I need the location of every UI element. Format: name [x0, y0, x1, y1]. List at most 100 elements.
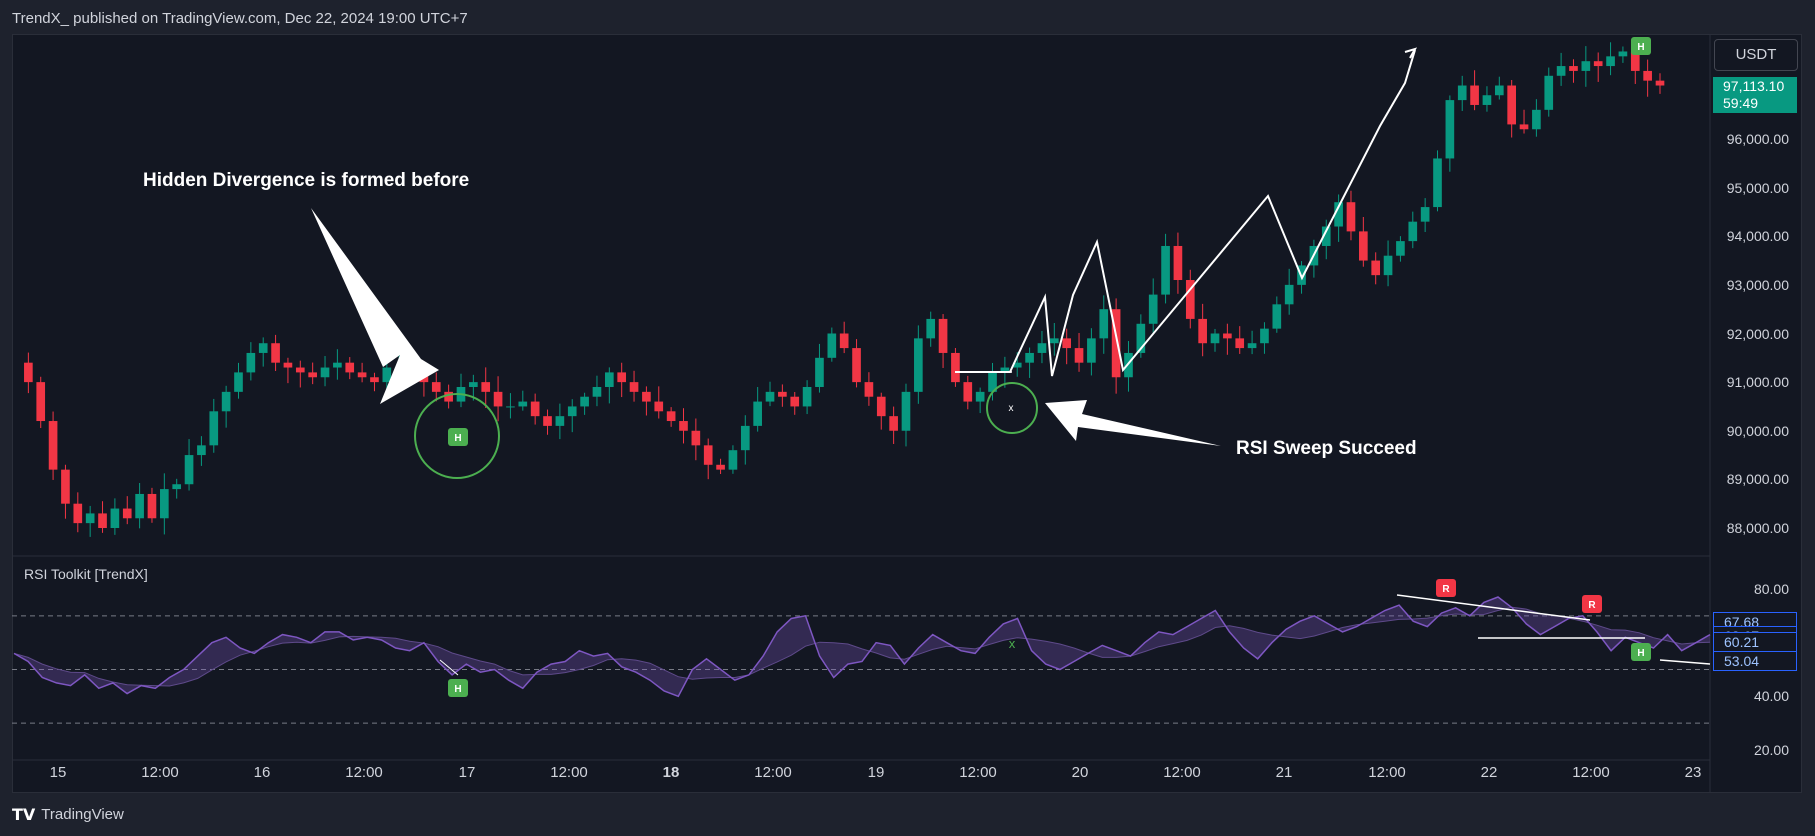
rsi-indicator-title[interactable]: RSI Toolkit [TrendX] — [24, 566, 148, 582]
candle-body — [802, 386, 812, 407]
signal-markers: H H H H R Rx x — [448, 37, 1651, 697]
time-axis-label: 21 — [1275, 764, 1293, 781]
candle-body — [1359, 231, 1368, 261]
tradingview-brand[interactable]: TV TradingView — [12, 805, 124, 824]
candle-body — [295, 367, 305, 373]
hidden-bull-marker: H — [448, 679, 468, 697]
candle-body — [197, 445, 206, 456]
candle-body — [1235, 338, 1245, 349]
candle-body — [555, 416, 565, 426]
candle-body — [147, 493, 157, 519]
candle-body — [258, 343, 268, 353]
candle-body — [345, 362, 355, 373]
price-axis-label: 95,000.00 — [1726, 179, 1789, 196]
candle-body — [209, 411, 219, 446]
candle-body — [765, 391, 775, 402]
candle-body — [1396, 241, 1405, 256]
time-axis-label: 12:00 — [1368, 764, 1406, 781]
candle-body — [839, 333, 849, 349]
rsi-signal-line — [13, 606, 1711, 687]
bar-countdown: 59:49 — [1723, 95, 1759, 111]
price-axis-label: 92,000.00 — [1726, 325, 1789, 342]
candle-body — [790, 396, 800, 407]
candle-body — [1247, 343, 1257, 349]
candle-body — [1012, 362, 1022, 368]
candle-body — [642, 391, 651, 402]
candle-body — [1074, 348, 1084, 363]
price-axis-label: 93,000.00 — [1726, 276, 1789, 293]
last-price-tag: 97,113.10 59:49 — [1713, 77, 1797, 113]
candle-body — [703, 445, 713, 465]
candle-body — [1445, 100, 1455, 159]
bear-divergence-line — [1396, 594, 1591, 621]
candle-body — [246, 352, 256, 373]
hidden-bull-marker-box — [448, 679, 468, 697]
candle-body — [1494, 85, 1504, 96]
rsi-layer — [13, 594, 1711, 698]
candle-body — [1532, 109, 1541, 130]
candle-body — [852, 348, 861, 383]
time-axis-label: 12:00 — [1163, 764, 1201, 781]
time-axis-label: 18 — [662, 764, 680, 781]
candle-body — [36, 382, 46, 422]
candle-body — [1260, 328, 1269, 344]
divergence-line — [439, 659, 459, 676]
hidden-bull-marker: H — [1631, 37, 1651, 55]
candle-body — [1408, 221, 1418, 242]
candle-body — [1124, 352, 1133, 378]
candle-body — [469, 382, 478, 387]
candle-body — [617, 372, 627, 383]
candle-body — [1346, 202, 1356, 232]
time-axis-label: 15 — [49, 764, 67, 781]
candle-body — [629, 382, 639, 392]
time-axis-label: 20 — [1071, 764, 1089, 781]
annotation-arrows — [311, 208, 1221, 446]
price-axis-label: 91,000.00 — [1726, 374, 1789, 391]
candle-body — [1025, 352, 1034, 363]
candle-body — [73, 503, 83, 524]
candle-body — [1371, 260, 1381, 276]
candle-body — [122, 508, 132, 519]
candle-body — [1593, 61, 1603, 67]
candle-body — [740, 425, 750, 451]
rsi-trend-line — [1659, 659, 1711, 665]
brand-name: TradingView — [41, 806, 124, 823]
zigzag-drawing — [955, 47, 1418, 377]
candle-body — [1136, 323, 1146, 353]
time-axis-label: 12:00 — [959, 764, 997, 781]
candle-body — [1185, 280, 1195, 319]
price-axis-label: 88,000.00 — [1726, 520, 1789, 536]
time-axis-label: 22 — [1480, 764, 1498, 781]
price-axis-label: 94,000.00 — [1726, 228, 1789, 245]
candle-body — [604, 372, 614, 387]
candle-body — [271, 343, 280, 363]
candle-body — [234, 372, 243, 392]
candle-body — [357, 372, 367, 378]
sweep-annotation: RSI Sweep Succeed — [1236, 438, 1417, 459]
rsi-value-tag: 53.04 — [1713, 651, 1797, 672]
currency-button[interactable]: USDT — [1714, 39, 1798, 71]
sweep-x-marker: x — [1009, 403, 1014, 414]
candle-body — [1482, 95, 1492, 105]
candle-body — [1272, 304, 1282, 329]
candle-body — [1606, 56, 1615, 67]
candle-body — [1544, 75, 1554, 110]
candle-body — [1148, 294, 1158, 324]
hidden-bull-marker: H — [1631, 643, 1651, 661]
candle-body — [1334, 202, 1343, 227]
candle-body — [1000, 367, 1010, 373]
candle-body — [975, 391, 985, 402]
time-axis-label: 12:00 — [345, 764, 383, 781]
candle-body — [308, 372, 317, 378]
candle-body — [1420, 207, 1430, 222]
candle-body — [48, 421, 58, 470]
divergence-arrow — [311, 208, 439, 404]
candle-body — [901, 391, 911, 431]
candle-body — [506, 406, 515, 408]
regular-bear-marker-box — [1582, 595, 1602, 613]
regular-bear-marker-label: R — [1442, 584, 1450, 595]
candle-body — [1284, 284, 1294, 305]
rsi-value-tag: 60.21 — [1713, 632, 1797, 653]
price-axis-label: 90,000.00 — [1726, 422, 1789, 439]
